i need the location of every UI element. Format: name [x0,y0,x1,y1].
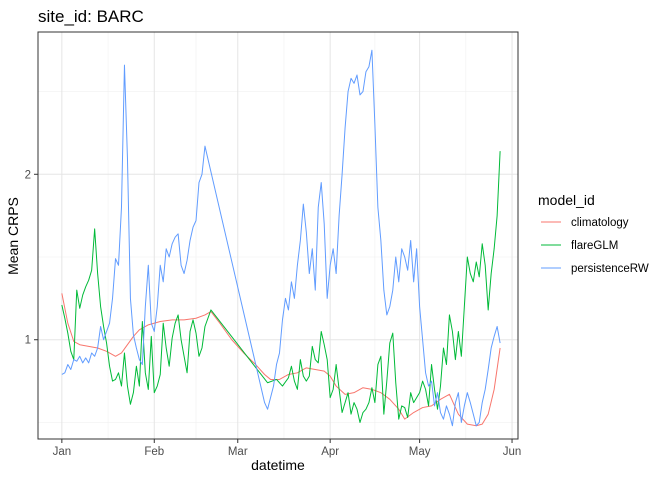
legend: model_id climatology flareGLM persistenceR… [538,192,649,275]
x-tick-label: May [409,446,431,458]
x-tick-label: Jun [503,446,522,458]
legend-label-flareGLM: flareGLM [571,240,618,252]
panel-background [38,32,518,439]
panel-border [37,31,519,440]
x-axis: Jan Feb Mar Apr May Jun [53,439,522,458]
x-axis-title: datetime [251,457,305,473]
series-line-persistenceRW [61,49,501,427]
chart-title: site_id: BARC [38,7,144,26]
legend-label-climatology: climatology [571,217,629,229]
y-tick-label: 1 [25,335,31,347]
plot-panel [37,31,519,440]
x-tick-label: Feb [144,446,164,458]
y-axis: 12 [25,169,38,347]
legend-label-persistenceRW: persistenceRW [571,263,649,275]
legend-title: model_id [538,192,595,208]
x-tick-label: Mar [228,446,248,458]
y-tick-label: 2 [25,169,31,181]
y-axis-title: Mean CRPS [5,197,21,275]
x-tick-label: Jan [53,446,72,458]
x-tick-label: Apr [321,446,339,458]
